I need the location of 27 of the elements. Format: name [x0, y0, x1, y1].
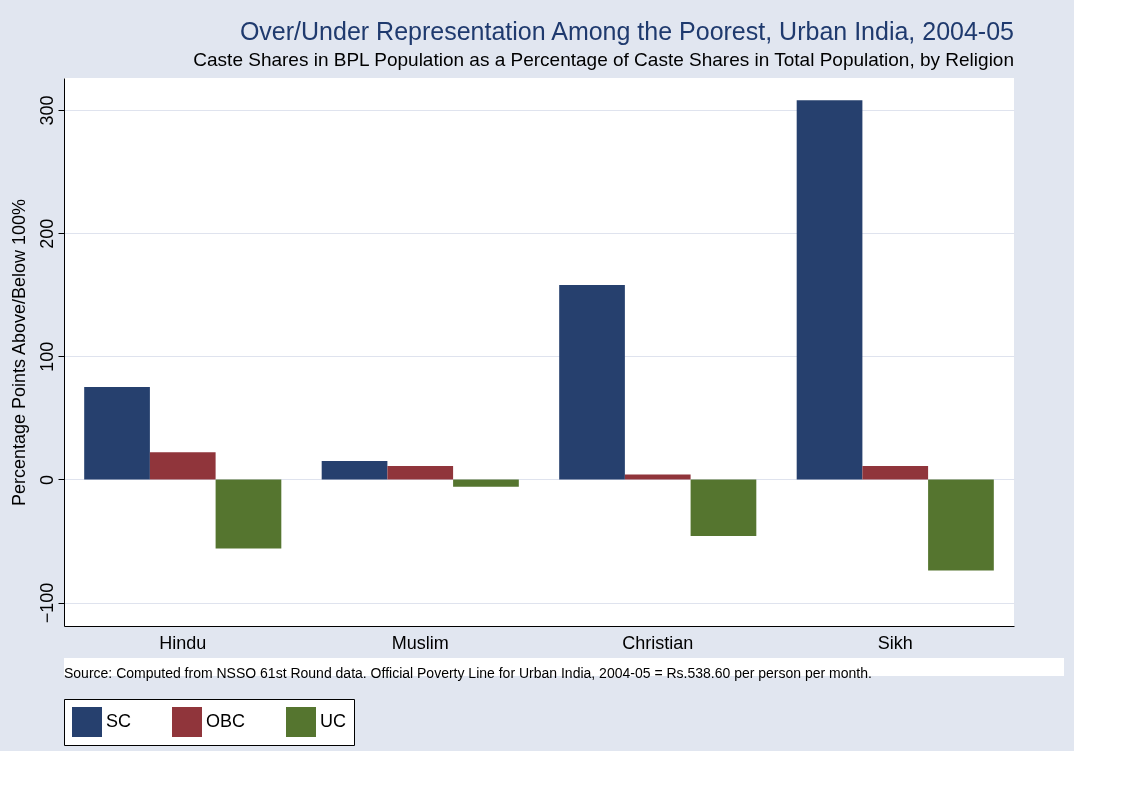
bar	[387, 465, 454, 480]
y-tick-label: 200	[36, 218, 57, 249]
legend-label: SC	[106, 711, 132, 731]
y-tick-label: 0	[36, 474, 57, 485]
chart-subtitle: Caste Shares in BPL Population as a Percentage of Caste Shares in Total Population, by Religion	[193, 49, 1014, 70]
y-tick-label: 100	[36, 341, 57, 372]
chart-title: Over/Under Representation Among the Poorest, Urban India, 2004-05	[239, 17, 1014, 45]
x-tick-label: Muslim	[391, 632, 449, 653]
x-tick-label: Hindu	[159, 632, 207, 653]
x-tick-label: Sikh	[877, 632, 913, 653]
bar	[796, 100, 863, 480]
bar	[84, 387, 150, 480]
bar	[453, 479, 519, 487]
bar	[215, 479, 282, 549]
y-tick-label: 300	[36, 95, 57, 126]
bar	[149, 452, 216, 480]
legend-label: OBC	[206, 711, 246, 731]
bar	[559, 284, 625, 480]
legend-label: UC	[320, 711, 346, 731]
bar	[690, 479, 757, 537]
bar	[321, 460, 388, 480]
source-note: Source: Computed from NSSO 61st Round data. Official Poverty Line for Urban India, 2004-05 = Rs.538.60 per person per month.	[64, 665, 872, 681]
x-tick-label: Christian	[622, 632, 694, 653]
y-tick-label: −100	[36, 582, 57, 624]
y-axis-title: Percentage Points Above/Below 100%	[8, 198, 29, 507]
bar	[928, 479, 994, 571]
bar	[862, 465, 929, 480]
